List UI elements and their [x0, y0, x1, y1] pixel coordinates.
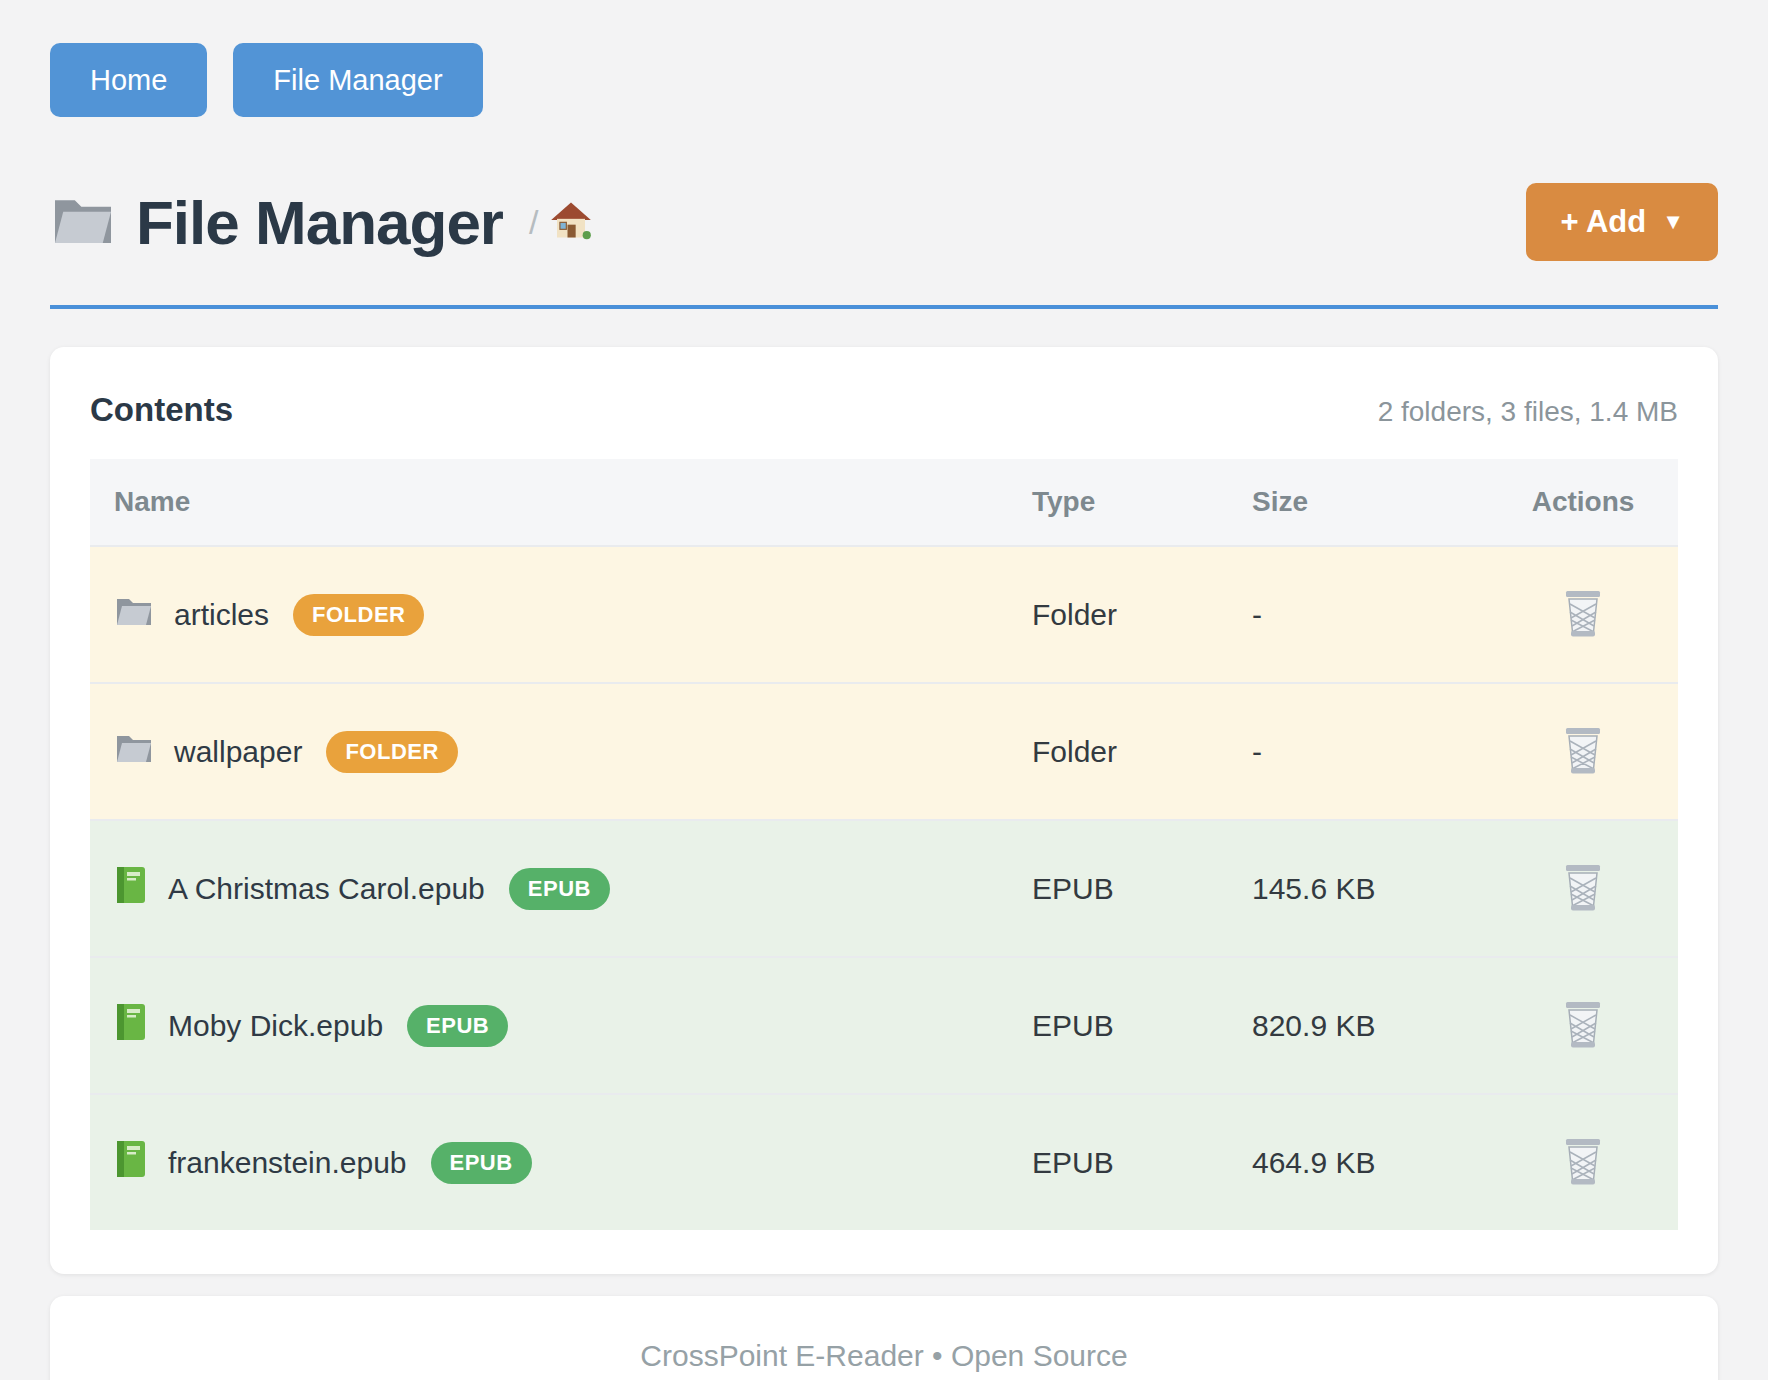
type-badge: EPUB	[431, 1142, 532, 1184]
cell-size: -	[1228, 683, 1488, 820]
cell-type: EPUB	[1008, 1094, 1228, 1230]
book-icon	[114, 1002, 148, 1049]
folder-title-icon	[50, 192, 116, 252]
page-title: File Manager	[136, 187, 503, 258]
nav-file-manager-button[interactable]: File Manager	[233, 43, 482, 117]
file-name: Moby Dick.epub	[168, 1009, 383, 1043]
book-icon	[114, 1139, 148, 1186]
top-nav: Home File Manager	[50, 0, 1718, 117]
folder-icon	[114, 594, 154, 635]
footer-text: CrossPoint E-Reader • Open Source	[640, 1339, 1127, 1373]
cell-size: 145.6 KB	[1228, 820, 1488, 957]
type-badge: EPUB	[407, 1005, 508, 1047]
cell-type: EPUB	[1008, 957, 1228, 1094]
type-badge: EPUB	[509, 868, 610, 910]
file-name-link[interactable]: frankenstein.epub EPUB	[114, 1139, 984, 1186]
trash-icon	[1561, 1174, 1605, 1189]
file-name: A Christmas Carol.epub	[168, 872, 485, 906]
cell-type: Folder	[1008, 683, 1228, 820]
trash-icon	[1561, 626, 1605, 641]
file-name-link[interactable]: A Christmas Carol.epub EPUB	[114, 865, 984, 912]
book-icon	[114, 865, 148, 912]
file-name-link[interactable]: wallpaper FOLDER	[114, 731, 984, 773]
file-name: wallpaper	[174, 735, 302, 769]
delete-button[interactable]	[1557, 995, 1609, 1056]
type-badge: FOLDER	[326, 731, 457, 773]
table-row[interactable]: Moby Dick.epub EPUB EPUB 820.9 KB	[90, 957, 1678, 1094]
table-row[interactable]: frankenstein.epub EPUB EPUB 464.9 KB	[90, 1094, 1678, 1230]
folder-icon	[114, 731, 154, 772]
column-header-actions: Actions	[1488, 459, 1678, 546]
contents-table-body: articles FOLDER Folder -	[90, 546, 1678, 1230]
delete-button[interactable]	[1557, 721, 1609, 782]
house-icon	[550, 200, 592, 244]
column-header-type: Type	[1008, 459, 1228, 546]
title-row: File Manager /	[50, 187, 592, 258]
contents-card-header: Contents 2 folders, 3 files, 1.4 MB	[90, 391, 1678, 429]
file-name-link[interactable]: Moby Dick.epub EPUB	[114, 1002, 984, 1049]
file-name: articles	[174, 598, 269, 632]
trash-icon	[1561, 763, 1605, 778]
add-button[interactable]: + Add ▼	[1526, 183, 1718, 261]
add-button-label: + Add	[1560, 204, 1646, 240]
table-row[interactable]: wallpaper FOLDER Folder -	[90, 683, 1678, 820]
table-header-row: Name Type Size Actions	[90, 459, 1678, 546]
breadcrumb-home-link[interactable]	[550, 200, 592, 244]
file-name-link[interactable]: articles FOLDER	[114, 594, 984, 636]
footer: CrossPoint E-Reader • Open Source	[50, 1296, 1718, 1380]
delete-button[interactable]	[1557, 1132, 1609, 1193]
contents-summary: 2 folders, 3 files, 1.4 MB	[1378, 396, 1678, 428]
delete-button[interactable]	[1557, 858, 1609, 919]
type-badge: FOLDER	[293, 594, 424, 636]
delete-button[interactable]	[1557, 584, 1609, 645]
table-row[interactable]: A Christmas Carol.epub EPUB EPUB 145.6 K…	[90, 820, 1678, 957]
cell-type: Folder	[1008, 546, 1228, 683]
header-divider	[50, 305, 1718, 309]
page: Home File Manager File Manager /	[0, 0, 1768, 1380]
contents-card: Contents 2 folders, 3 files, 1.4 MB Name…	[50, 347, 1718, 1274]
contents-title: Contents	[90, 391, 233, 429]
file-name: frankenstein.epub	[168, 1146, 407, 1180]
contents-table: Name Type Size Actions	[90, 459, 1678, 1230]
page-header: File Manager / + Add ▼	[50, 183, 1718, 261]
chevron-down-icon: ▼	[1662, 209, 1684, 235]
cell-size: 820.9 KB	[1228, 957, 1488, 1094]
breadcrumb-separator: /	[529, 203, 538, 242]
trash-icon	[1561, 900, 1605, 915]
cell-size: -	[1228, 546, 1488, 683]
nav-home-button[interactable]: Home	[50, 43, 207, 117]
column-header-name: Name	[90, 459, 1008, 546]
trash-icon	[1561, 1037, 1605, 1052]
column-header-size: Size	[1228, 459, 1488, 546]
table-row[interactable]: articles FOLDER Folder -	[90, 546, 1678, 683]
cell-type: EPUB	[1008, 820, 1228, 957]
cell-size: 464.9 KB	[1228, 1094, 1488, 1230]
